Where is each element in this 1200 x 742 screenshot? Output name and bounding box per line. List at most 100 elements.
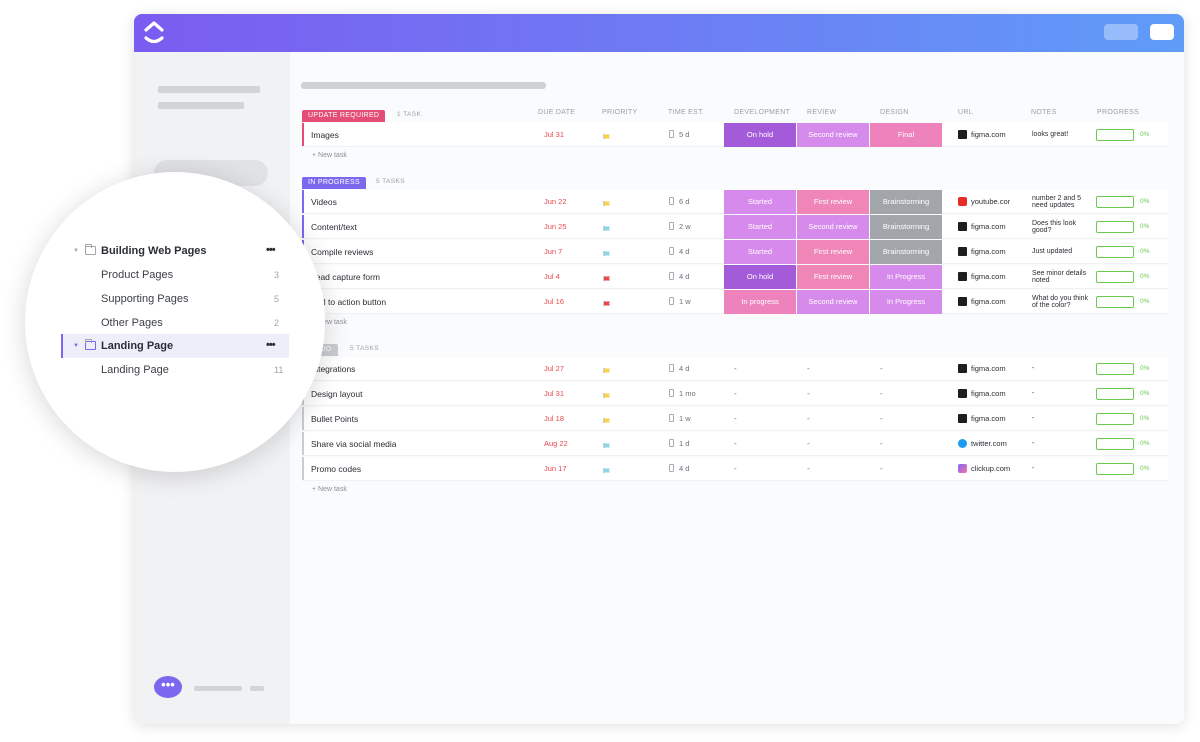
time-estimate[interactable]: 4 d xyxy=(669,357,689,381)
url-link[interactable]: figma.com xyxy=(958,382,1006,406)
topbar-button[interactable] xyxy=(1104,24,1138,40)
url-link[interactable]: youtube.cor xyxy=(958,190,1010,214)
time-estimate[interactable]: 1 d xyxy=(669,432,689,456)
table-row[interactable]: Integrations Jul 27 4 d - - - figma.com - 0% xyxy=(302,357,1168,381)
notes-text[interactable]: looks great! xyxy=(1032,123,1090,147)
development-status[interactable]: On hold xyxy=(724,265,796,289)
task-name[interactable]: Promo codes xyxy=(311,464,362,474)
task-name[interactable]: Call to action button xyxy=(311,297,387,307)
development-status[interactable]: - xyxy=(734,389,737,398)
column-header-notes[interactable]: NOTES xyxy=(1031,109,1057,116)
table-row[interactable]: Promo codes Jun 17 4 d - - - clickup.com - 0% xyxy=(302,457,1168,481)
development-status[interactable]: - xyxy=(734,464,737,473)
due-date[interactable]: Jul 27 xyxy=(544,364,565,373)
priority-flag-icon[interactable] xyxy=(602,271,612,281)
task-name[interactable]: Design layout xyxy=(311,389,363,399)
url-link[interactable]: figma.com xyxy=(958,215,1006,239)
development-status[interactable]: - xyxy=(734,439,737,448)
priority-flag-icon[interactable] xyxy=(602,438,612,448)
column-header-url[interactable]: URL xyxy=(958,109,973,116)
task-name[interactable]: Integrations xyxy=(311,364,356,374)
url-link[interactable]: twitter.com xyxy=(958,432,1007,456)
url-link[interactable]: figma.com xyxy=(958,123,1006,147)
development-status[interactable]: On hold xyxy=(724,123,796,147)
task-name[interactable]: Share via social media xyxy=(311,439,397,449)
column-header-design[interactable]: DESIGN xyxy=(880,109,909,116)
status-badge[interactable]: UPDATE REQUIRED xyxy=(302,110,386,122)
url-link[interactable]: figma.com xyxy=(958,357,1006,381)
new-task-button[interactable]: + New task xyxy=(312,152,347,159)
notes-text[interactable]: See minor details noted xyxy=(1032,265,1090,289)
url-link[interactable]: figma.com xyxy=(958,240,1006,264)
url-link[interactable]: figma.com xyxy=(958,290,1006,314)
table-row[interactable]: Call to action button Jul 16 1 w In progres… xyxy=(302,290,1168,314)
review-status[interactable]: Second review xyxy=(797,215,869,239)
design-status[interactable]: Brainstorming xyxy=(870,215,942,239)
table-row[interactable]: Compile reviews Jun 7 4 d Started First revi… xyxy=(302,240,1168,264)
review-status[interactable]: - xyxy=(807,364,810,373)
folder-building-web-pages[interactable]: Building Web Pages xyxy=(101,245,207,257)
task-name[interactable]: Compile reviews xyxy=(311,247,374,257)
table-row[interactable]: Design layout Jul 31 1 mo - - - figma.com - 0% xyxy=(302,382,1168,406)
development-status[interactable]: Started xyxy=(724,190,796,214)
design-status[interactable]: - xyxy=(880,464,883,473)
design-status[interactable]: Brainstorming xyxy=(870,190,942,214)
table-row[interactable]: Content/text Jun 25 2 w Started Second revie… xyxy=(302,215,1168,239)
time-estimate[interactable]: 4 d xyxy=(669,240,689,264)
time-estimate[interactable]: 1 mo xyxy=(669,382,696,406)
list-item-other-pages[interactable]: Other Pages xyxy=(101,317,163,329)
review-status[interactable]: First review xyxy=(797,265,869,289)
priority-flag-icon[interactable] xyxy=(602,296,612,306)
notes-text[interactable]: What do you think of the color? xyxy=(1032,290,1090,314)
priority-flag-icon[interactable] xyxy=(602,388,612,398)
notes-text[interactable]: Just updated xyxy=(1032,240,1090,264)
folder-landing-page[interactable]: Landing Page xyxy=(101,340,174,352)
due-date[interactable]: Jul 18 xyxy=(544,414,565,423)
new-task-button[interactable]: + New task xyxy=(312,319,347,326)
table-row[interactable]: Bullet Points Jul 18 1 w - - - figma.com - 0% xyxy=(302,407,1168,431)
priority-flag-icon[interactable] xyxy=(602,463,612,473)
column-header-due-date[interactable]: DUE DATE xyxy=(538,109,576,116)
due-date[interactable]: Jun 22 xyxy=(544,197,567,206)
column-header-development[interactable]: DEVELOPMENT xyxy=(734,109,791,116)
column-header-priority[interactable]: PRIORITY xyxy=(602,109,638,116)
review-status[interactable]: First review xyxy=(797,240,869,264)
time-estimate[interactable]: 4 d xyxy=(669,457,689,481)
time-estimate[interactable]: 6 d xyxy=(669,190,689,214)
design-status[interactable]: In Progress xyxy=(870,265,942,289)
notes-text[interactable]: - xyxy=(1032,457,1090,481)
development-status[interactable]: Started xyxy=(724,240,796,264)
column-header-time-est[interactable]: TIME EST. xyxy=(668,109,705,116)
notes-text[interactable]: Does this look good? xyxy=(1032,215,1090,239)
task-name[interactable]: Bullet Points xyxy=(311,414,359,424)
caret-down-icon[interactable]: ▼ xyxy=(73,248,79,254)
notes-text[interactable]: - xyxy=(1032,432,1090,456)
table-row[interactable]: Share via social media Aug 22 1 d - - - twitte… xyxy=(302,432,1168,456)
time-estimate[interactable]: 1 w xyxy=(669,290,691,314)
review-status[interactable]: - xyxy=(807,389,810,398)
list-item-supporting-pages[interactable]: Supporting Pages xyxy=(101,293,189,305)
due-date[interactable]: Aug 22 xyxy=(544,439,568,448)
task-name[interactable]: Content/text xyxy=(311,222,357,232)
priority-flag-icon[interactable] xyxy=(602,246,612,256)
table-row[interactable]: Lead capture form Jul 4 4 d On hold First re… xyxy=(302,265,1168,289)
design-status[interactable]: Brainstorming xyxy=(870,240,942,264)
design-status[interactable]: - xyxy=(880,414,883,423)
table-row[interactable]: Videos Jun 22 6 d Started First review Brains… xyxy=(302,190,1168,214)
url-link[interactable]: clickup.com xyxy=(958,457,1010,481)
more-options-icon[interactable]: ••• xyxy=(266,244,276,256)
caret-down-icon[interactable]: ▼ xyxy=(73,343,79,349)
priority-flag-icon[interactable] xyxy=(602,221,612,231)
design-status[interactable]: - xyxy=(880,439,883,448)
due-date[interactable]: Jul 4 xyxy=(544,272,560,281)
new-task-button[interactable]: + New task xyxy=(312,486,347,493)
development-status[interactable]: - xyxy=(734,364,737,373)
column-header-progress[interactable]: PROGRESS xyxy=(1097,109,1140,116)
priority-flag-icon[interactable] xyxy=(602,363,612,373)
time-estimate[interactable]: 4 d xyxy=(669,265,689,289)
list-item-landing-page[interactable]: Landing Page xyxy=(101,364,169,376)
chat-bubble-icon[interactable]: ••• xyxy=(154,676,182,698)
time-estimate[interactable]: 5 d xyxy=(669,123,689,147)
table-row[interactable]: Images Jul 31 5 d On hold Second review Final… xyxy=(302,123,1168,147)
design-status[interactable]: - xyxy=(880,364,883,373)
